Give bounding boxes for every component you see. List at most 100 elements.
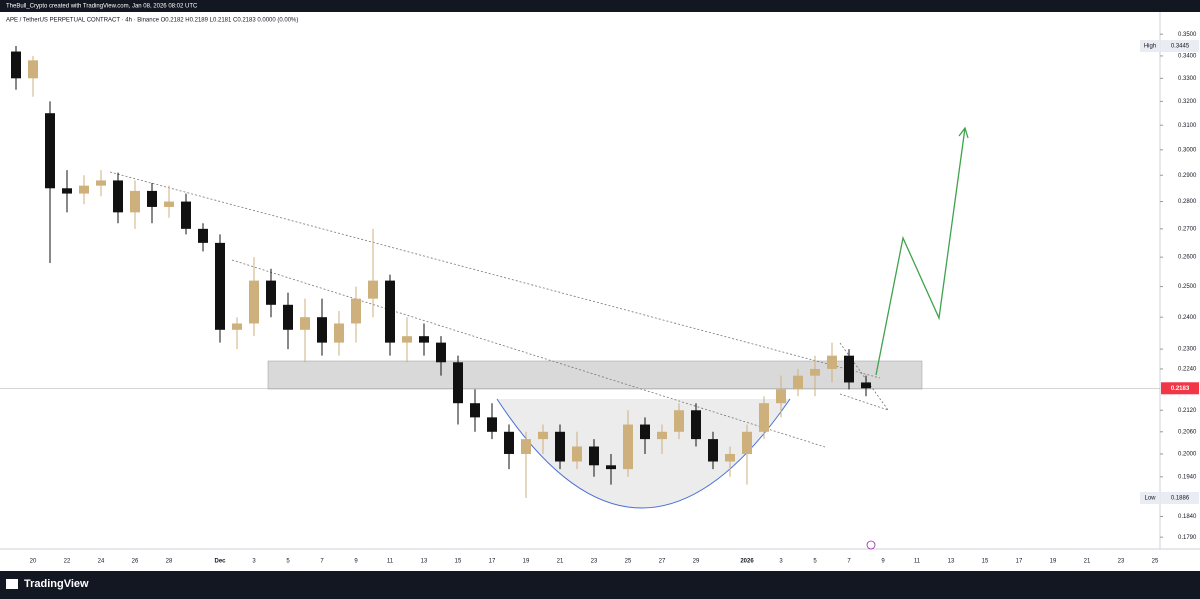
y-tick-label: 0.2600: [1178, 255, 1197, 261]
brand-logo: [6, 579, 18, 589]
x-tick-label: 29: [693, 559, 700, 565]
x-tick-label: 25: [1152, 559, 1159, 565]
marker-value: 0.3445: [1171, 44, 1190, 50]
x-tick-label: 7: [847, 559, 851, 565]
x-tick-label: 19: [1050, 559, 1057, 565]
x-tick-label: 9: [881, 559, 885, 565]
x-tick-label: 27: [659, 559, 666, 565]
x-tick-label: 11: [914, 559, 921, 565]
candle-body: [521, 439, 531, 454]
y-tick-label: 0.1790: [1178, 535, 1197, 541]
candle-body: [691, 410, 701, 440]
y-tick-label: 0.3500: [1178, 32, 1197, 38]
candle-body: [11, 51, 21, 79]
candle-body: [674, 410, 684, 432]
x-tick-label: 7: [320, 559, 324, 565]
marker-value-box: [1161, 491, 1199, 504]
candle-body: [640, 424, 650, 440]
last-price-label: 0.2183: [1171, 386, 1190, 392]
candle-body: [657, 431, 667, 440]
candle-body: [368, 280, 378, 299]
candle-body: [436, 342, 446, 363]
candle-body: [351, 298, 361, 324]
x-tick-label: 23: [591, 559, 598, 565]
candle-body: [96, 180, 106, 186]
x-tick-label: 13: [421, 559, 428, 565]
candle-body: [215, 242, 225, 330]
x-tick-label: 15: [455, 559, 462, 565]
candle-body: [589, 446, 599, 466]
candle-body: [300, 317, 310, 330]
candle-body: [181, 201, 191, 229]
x-tick-label: 21: [557, 559, 564, 565]
candle-body: [453, 362, 463, 404]
x-tick-label: 3: [252, 559, 256, 565]
candle-body: [623, 424, 633, 470]
candle-body: [334, 323, 344, 343]
y-tick-label: 0.2300: [1178, 347, 1197, 353]
candle-body: [419, 336, 429, 343]
y-tick-label: 0.3400: [1178, 53, 1197, 59]
x-tick-label: 17: [489, 559, 496, 565]
arrow-head: [958, 126, 969, 139]
x-tick-label: 11: [387, 559, 394, 565]
x-tick-label: 5: [286, 559, 290, 565]
event-icon[interactable]: [866, 540, 876, 550]
candle-body: [572, 446, 582, 462]
candle-body: [759, 403, 769, 432]
candle-body: [742, 431, 752, 454]
resistance-zone: [267, 360, 923, 390]
candle-body: [827, 355, 837, 369]
candle-body: [28, 60, 38, 79]
trendline: [109, 171, 881, 379]
candle-body: [113, 180, 123, 213]
candle-body: [164, 201, 174, 207]
marker-value-box: [1161, 40, 1199, 53]
candle-body: [62, 188, 72, 194]
y-tick-label: 0.2000: [1178, 452, 1197, 458]
candle-body: [79, 185, 89, 194]
x-tick-label: 21: [1084, 559, 1091, 565]
x-tick-label: 17: [1016, 559, 1023, 565]
x-tick-label: 20: [30, 559, 37, 565]
candle-body: [487, 417, 497, 432]
candle-body: [130, 190, 140, 213]
symbol-line: APE / TetherUS PERPETUAL CONTRACT · 4h ·…: [6, 18, 298, 24]
bottom-bar: [0, 571, 1200, 599]
candle-body: [249, 280, 259, 324]
candle-body: [606, 465, 616, 470]
x-tick-label: 2026: [740, 559, 754, 565]
brand: TradingView: [24, 578, 89, 590]
candle-body: [725, 453, 735, 462]
top-bar: [0, 0, 1200, 12]
candle-body: [470, 403, 480, 418]
y-tick-label: 0.2240: [1178, 367, 1197, 373]
marker-name: High: [1144, 44, 1156, 50]
y-tick-label: 0.1940: [1178, 474, 1197, 480]
projection-arrow: [875, 127, 966, 376]
last-price-box: [1161, 382, 1199, 395]
y-tick-label: 0.1840: [1178, 514, 1197, 520]
candle-body: [147, 190, 157, 207]
candle-body: [317, 317, 327, 343]
candle-body: [385, 280, 395, 343]
x-tick-label: 9: [354, 559, 358, 565]
candle-body: [232, 323, 242, 330]
wedge-line: [839, 342, 889, 411]
y-tick-label: 0.3000: [1178, 147, 1197, 153]
candle-body: [402, 336, 412, 343]
y-tick-label: 0.2500: [1178, 284, 1197, 290]
candle-body: [538, 431, 548, 440]
x-tick-label: 26: [132, 559, 139, 565]
author-line: TheBull_Crypto created with TradingView.…: [6, 4, 198, 10]
candle-body: [861, 382, 871, 389]
candle-body: [266, 280, 276, 305]
x-tick-label: Dec: [214, 559, 226, 565]
candle-body: [708, 439, 718, 462]
y-tick-label: 0.2800: [1178, 199, 1197, 205]
y-tick-label: 0.2060: [1178, 429, 1197, 435]
y-tick-label: 0.2900: [1178, 173, 1197, 179]
candle-body: [810, 368, 820, 376]
marker-box: [1140, 40, 1160, 53]
